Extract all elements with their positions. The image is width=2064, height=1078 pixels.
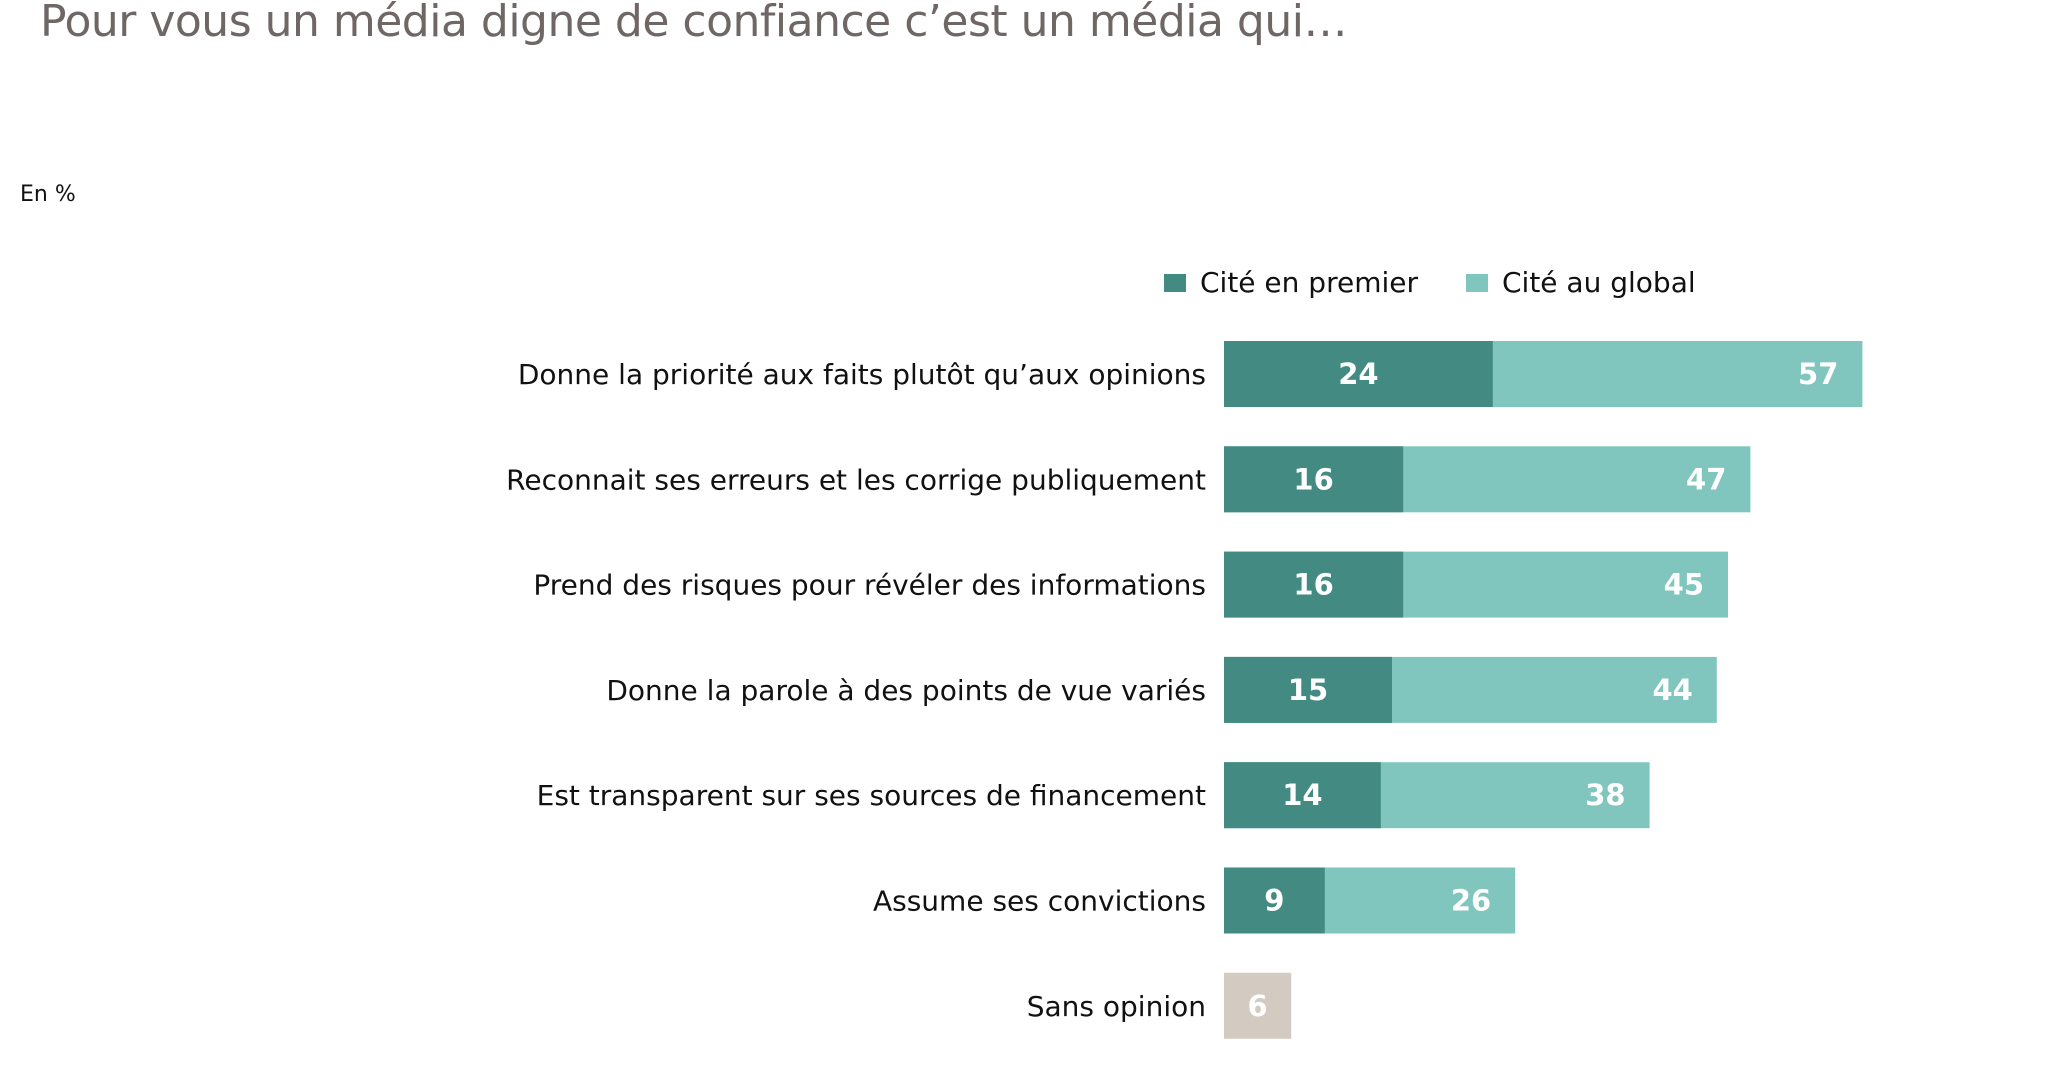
- category-label: Reconnait ses erreurs et les corrige pub…: [506, 463, 1206, 496]
- category-label: Sans opinion: [1027, 990, 1206, 1023]
- unit-label: En %: [20, 182, 76, 207]
- bar-first: [1224, 341, 1493, 407]
- legend: Cité en premier Cité au global: [1164, 266, 1744, 299]
- value-label-global: 26: [1451, 884, 1491, 918]
- bar-first: [1224, 551, 1404, 618]
- bar-first: [1224, 446, 1404, 513]
- category-label: Assume ses convictions: [873, 885, 1206, 918]
- legend-swatch-first: [1164, 273, 1186, 292]
- value-label-first: 9: [1264, 884, 1284, 918]
- chart-title: Pour vous un média digne de confiance c’…: [40, 0, 1347, 47]
- bar-first: [1224, 656, 1392, 723]
- bar-first: [1224, 867, 1325, 934]
- value-label-global: 57: [1798, 357, 1838, 391]
- category-label: Donne la parole à des points de vue vari…: [606, 674, 1206, 707]
- value-label-global: 38: [1585, 778, 1625, 812]
- legend-swatch-global: [1466, 273, 1488, 292]
- legend-item-first: Cité en premier: [1164, 266, 1418, 299]
- category-label: Est transparent sur ses sources de finan…: [537, 779, 1206, 812]
- value-label-no-opinion: 6: [1248, 989, 1268, 1023]
- value-label-global: 45: [1664, 568, 1704, 602]
- value-label-first: 14: [1282, 778, 1322, 812]
- value-label-first: 16: [1293, 568, 1333, 602]
- legend-label-first: Cité en premier: [1200, 266, 1418, 299]
- category-label: Prend des risques pour révéler des infor…: [533, 569, 1206, 602]
- bar-first: [1224, 762, 1381, 829]
- legend-item-global: Cité au global: [1466, 266, 1696, 299]
- value-label-first: 16: [1293, 462, 1333, 496]
- value-label-first: 24: [1338, 357, 1378, 391]
- value-label-first: 15: [1288, 673, 1328, 707]
- bar-no-opinion: [1224, 972, 1292, 1039]
- category-label: Donne la priorité aux faits plutôt qu’au…: [518, 358, 1206, 391]
- value-label-global: 44: [1652, 673, 1692, 707]
- legend-label-global: Cité au global: [1502, 266, 1696, 299]
- value-label-global: 47: [1686, 462, 1726, 496]
